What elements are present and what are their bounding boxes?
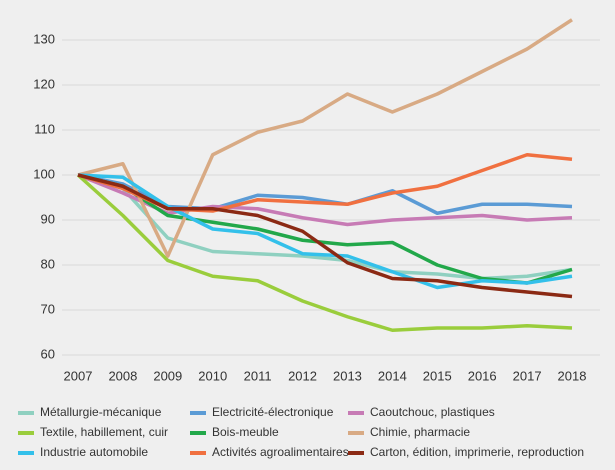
series-line xyxy=(77,18,573,258)
x-tick-label: 2017 xyxy=(513,368,542,383)
x-tick-label: 2011 xyxy=(244,368,272,383)
x-tick-label: 2014 xyxy=(378,368,407,383)
x-tick-label: 2013 xyxy=(333,368,362,383)
x-tick-label: 2010 xyxy=(198,368,227,383)
y-tick-label: 120 xyxy=(33,76,55,91)
y-tick-label: 130 xyxy=(33,31,55,46)
y-tick-label: 70 xyxy=(41,301,55,316)
x-tick-label: 2015 xyxy=(423,368,452,383)
legend-label: Activités agroalimentaires xyxy=(212,445,349,459)
legend-label: Caoutchouc, plastiques xyxy=(370,405,495,419)
legend-label: Textile, habillement, cuir xyxy=(40,425,168,439)
x-tick-label: 2018 xyxy=(558,368,587,383)
series-line xyxy=(76,173,573,332)
x-tick-label: 2009 xyxy=(153,368,182,383)
x-tick-label: 2016 xyxy=(468,368,497,383)
series-line xyxy=(77,173,573,290)
legend-label: Chimie, pharmacie xyxy=(370,425,470,439)
y-tick-label: 110 xyxy=(34,121,55,136)
x-tick-label: 2008 xyxy=(108,368,137,383)
legend-label: Electricité-électronique xyxy=(212,405,334,419)
y-tick-label: 60 xyxy=(41,346,55,361)
x-tick-label: 2007 xyxy=(64,368,93,383)
legend-label: Bois-meuble xyxy=(212,425,279,439)
x-tick-label: 2012 xyxy=(288,368,317,383)
y-tick-label: 90 xyxy=(41,211,55,226)
series-line xyxy=(77,173,573,299)
y-tick-label: 80 xyxy=(41,256,55,271)
legend-label: Industrie automobile xyxy=(40,445,148,459)
legend-label: Carton, édition, imprimerie, reproductio… xyxy=(370,445,584,459)
series-line xyxy=(77,173,573,285)
y-tick-label: 100 xyxy=(33,166,55,181)
legend-label: Métallurgie-mécanique xyxy=(40,405,162,419)
